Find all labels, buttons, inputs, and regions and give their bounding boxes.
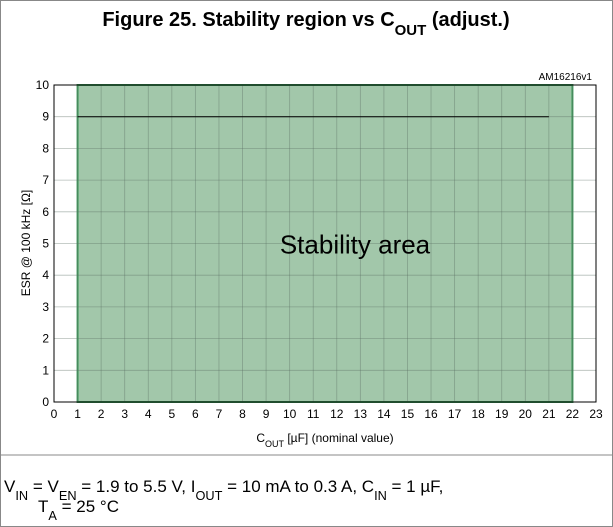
subscript: IN xyxy=(374,488,387,503)
x-tick-label: 16 xyxy=(424,407,438,421)
x-tick-label: 8 xyxy=(239,407,246,421)
x-tick-label: 21 xyxy=(542,407,556,421)
text-part: = 1 µF, xyxy=(387,477,444,496)
subscript: IN xyxy=(15,488,28,503)
x-tick-label: 5 xyxy=(168,407,175,421)
y-tick-label: 3 xyxy=(42,300,49,314)
x-tick-label: 4 xyxy=(145,407,152,421)
y-tick-label: 0 xyxy=(42,395,49,409)
x-tick-label: 23 xyxy=(589,407,603,421)
subscript: OUT xyxy=(195,488,222,503)
x-tick-label: 9 xyxy=(263,407,270,421)
y-tick-label: 1 xyxy=(42,363,49,377)
subscript: OUT xyxy=(265,439,285,449)
text-part: = 25 °C xyxy=(57,497,119,516)
x-tick-label: 6 xyxy=(192,407,199,421)
x-tick-label: 17 xyxy=(448,407,462,421)
x-tick-label: 22 xyxy=(566,407,580,421)
x-tick-label: 2 xyxy=(98,407,105,421)
text-part: = 1.9 to 5.5 V, I xyxy=(77,477,196,496)
x-tick-label: 7 xyxy=(216,407,223,421)
x-tick-label: 14 xyxy=(377,407,391,421)
x-tick-label: 15 xyxy=(401,407,415,421)
text-part: C xyxy=(256,431,265,445)
text-part: T xyxy=(38,497,48,516)
figure-code: AM16216v1 xyxy=(539,72,593,83)
subscript: EN xyxy=(59,488,77,503)
x-tick-label: 18 xyxy=(471,407,485,421)
subscript: A xyxy=(48,508,57,523)
text-part: (adjust.) xyxy=(426,9,509,31)
x-tick-label: 20 xyxy=(519,407,533,421)
x-axis-label: COUT [µF] (nominal value) xyxy=(256,431,393,449)
note-line: VIN = VEN = 1.9 to 5.5 V, IOUT = 10 mA t… xyxy=(4,477,443,503)
y-tick-label: 10 xyxy=(36,78,50,92)
y-tick-label: 8 xyxy=(42,141,49,155)
x-tick-label: 10 xyxy=(283,407,297,421)
plot-border xyxy=(53,84,597,403)
note-line: TA = 25 °C xyxy=(38,497,119,523)
text-part: = 10 mA to 0.3 A, C xyxy=(222,477,374,496)
annotation: Stability area xyxy=(280,230,431,260)
text-part: [µF] (nominal value) xyxy=(284,431,394,445)
y-tick-label: 5 xyxy=(42,237,49,251)
y-tick-label: 6 xyxy=(42,205,49,219)
x-tick-label: 3 xyxy=(121,407,128,421)
y-tick-label: 4 xyxy=(42,268,49,282)
y-axis-label: ESR @ 100 kHz [Ω] xyxy=(19,190,33,297)
text-part: = V xyxy=(28,477,59,496)
plot xyxy=(53,84,597,403)
y-tick-label: 7 xyxy=(42,173,49,187)
x-tick-label: 19 xyxy=(495,407,509,421)
text-part: Figure 25. Stability region vs C xyxy=(102,9,394,31)
x-tick-label: 12 xyxy=(330,407,344,421)
x-tick-label: 13 xyxy=(354,407,368,421)
chart-title: Figure 25. Stability region vs COUT (adj… xyxy=(102,9,509,39)
x-tick-label: 1 xyxy=(74,407,81,421)
x-tick-label: 11 xyxy=(307,407,320,421)
text-part: V xyxy=(4,477,16,496)
y-tick-label: 9 xyxy=(42,110,49,124)
x-tick-label: 0 xyxy=(51,407,58,421)
subscript: OUT xyxy=(395,22,427,39)
y-tick-label: 2 xyxy=(42,332,49,346)
